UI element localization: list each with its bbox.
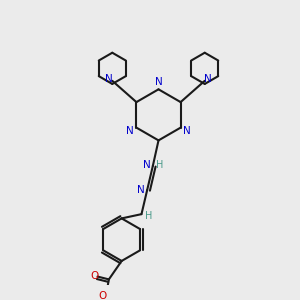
Text: N: N <box>183 126 191 136</box>
Text: N: N <box>154 77 162 87</box>
Text: H: H <box>145 211 152 220</box>
Text: O: O <box>90 271 98 281</box>
Text: N: N <box>204 74 212 84</box>
Text: N: N <box>105 74 113 84</box>
Text: H: H <box>156 160 164 170</box>
Text: O: O <box>98 291 107 300</box>
Text: N: N <box>137 185 145 195</box>
Text: N: N <box>143 160 151 170</box>
Text: N: N <box>126 126 134 136</box>
